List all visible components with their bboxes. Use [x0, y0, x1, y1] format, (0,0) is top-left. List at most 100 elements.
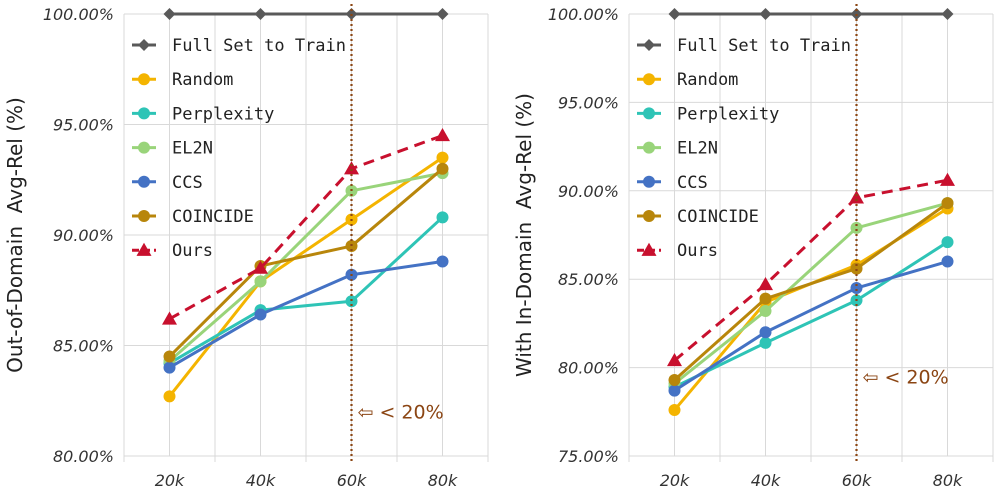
legend-swatch-marker [643, 175, 655, 188]
data-point [436, 162, 449, 175]
y-tick-label: 85.00% [558, 270, 619, 289]
legend-swatch-marker [643, 107, 655, 120]
x-tick-label: 60k [337, 471, 367, 490]
legend-label: Random [172, 70, 233, 90]
legend-item: COINCIDE [132, 207, 254, 227]
legend-swatch-marker [138, 175, 150, 188]
data-point [849, 190, 864, 204]
x-tick-label: 20k [660, 471, 690, 490]
legend-label: Full Set to Train [172, 36, 346, 56]
legend-item: Ours [132, 241, 213, 261]
legend-swatch-marker [643, 141, 655, 154]
series-line [168, 216, 444, 365]
legend-swatch-marker [138, 73, 150, 86]
data-point [759, 336, 772, 349]
y-tick-label: 80.00% [558, 359, 619, 378]
data-point [254, 275, 267, 288]
series-line [168, 156, 444, 398]
series-line [673, 201, 949, 382]
data-point [163, 8, 176, 20]
legend-item: Perplexity [637, 104, 779, 124]
data-point [253, 260, 268, 274]
data-point [254, 8, 267, 20]
legend-label: Full Set to Train [677, 36, 851, 56]
series-line [168, 134, 444, 321]
series-line [168, 171, 443, 363]
data-point [941, 8, 954, 20]
y-axis-label: Out-of-Domain Avg-Rel (%) [3, 97, 27, 373]
data-point [668, 384, 681, 397]
data-point [163, 361, 176, 374]
threshold-annotation: ⇦ < 20% [863, 367, 949, 389]
x-tick-label: 80k [428, 471, 458, 490]
legend-item: Perplexity [132, 104, 274, 124]
data-point [163, 350, 176, 363]
x-tick-label: 40k [751, 471, 781, 490]
x-tick-label: 40k [246, 471, 276, 490]
data-point [759, 305, 772, 318]
legend-item: Full Set to Train [132, 36, 346, 56]
legend-label: EL2N [172, 139, 213, 159]
data-point [940, 172, 955, 186]
y-tick-label: 80.00% [53, 447, 114, 466]
data-point [436, 211, 449, 224]
y-tick-label: 90.00% [53, 226, 114, 245]
series-line [168, 167, 444, 358]
data-point [345, 295, 358, 308]
data-point [345, 240, 358, 253]
legend-swatch-marker [643, 39, 655, 51]
in-domain-chart: 75.00% 80.00% 85.00% 90.00% 95.00% 100.00% 20k… [512, 4, 994, 490]
x-tick-label: 20k [155, 471, 185, 490]
legend-item: Ours [637, 241, 718, 261]
data-point [668, 8, 681, 20]
legend-label: Ours [677, 241, 718, 261]
data-point [941, 197, 954, 210]
data-point [759, 292, 772, 305]
series-full-set-to-train [668, 8, 954, 20]
y-tick-label: 100.00% [43, 5, 114, 24]
series-line [673, 260, 948, 392]
legend-item: CCS [132, 173, 203, 193]
series-ccs [163, 255, 449, 374]
series-line [673, 201, 948, 385]
data-point [436, 255, 449, 268]
data-point [162, 311, 177, 325]
legend-label: CCS [172, 173, 203, 193]
y-tick-label: 95.00% [53, 116, 114, 135]
legend-label: Perplexity [677, 104, 779, 124]
data-point [759, 326, 772, 339]
series-full-set-to-train [163, 8, 449, 20]
data-point [941, 255, 954, 268]
y-tick-label: 95.00% [558, 93, 619, 112]
data-point [668, 404, 681, 417]
legend-label: Random [677, 70, 738, 90]
data-point [163, 390, 176, 403]
series-coincide [668, 197, 954, 386]
data-point [941, 236, 954, 249]
data-point [850, 221, 863, 234]
legend-swatch-marker [641, 242, 657, 256]
series-ccs [668, 255, 954, 397]
legend-item: EL2N [637, 139, 718, 159]
legend-swatch-marker [138, 39, 150, 51]
out-of-domain-chart: 80.00% 85.00% 90.00% 95.00% 100.00% 20k 40k 60k… [3, 4, 489, 490]
x-tick-label: 60k [842, 471, 872, 490]
legend-item: Full Set to Train [637, 36, 851, 56]
data-point [436, 151, 449, 164]
data-point [344, 161, 359, 175]
y-tick-label: 85.00% [53, 337, 114, 356]
legend-label: COINCIDE [677, 207, 759, 227]
data-point [850, 282, 863, 295]
legend-swatch-marker [643, 73, 655, 86]
data-point [254, 308, 267, 321]
legend-item: COINCIDE [637, 207, 759, 227]
legend-label: Perplexity [172, 104, 274, 124]
series-ours [667, 172, 955, 367]
legend: Full Set to Train Random Perplexity EL2N CCS… [132, 36, 346, 261]
legend-label: CCS [677, 173, 708, 193]
series-ours [162, 128, 450, 325]
legend-item: EL2N [132, 139, 213, 159]
legend-swatch-marker [138, 107, 150, 120]
y-tick-label: 100.00% [548, 5, 619, 24]
legend: Full Set to Train Random Perplexity EL2N CCS… [637, 36, 851, 261]
